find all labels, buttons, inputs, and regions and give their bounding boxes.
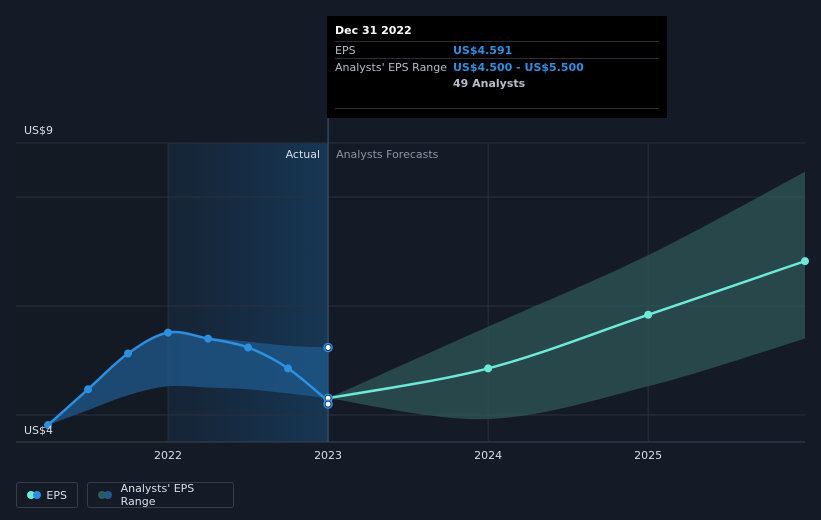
tooltip-panel: Dec 31 2022 EPS US$4.591 Analysts' EPS R… <box>327 16 667 118</box>
range-area-forecast <box>328 171 805 420</box>
x-tick-label-2025: 2025 <box>634 449 662 462</box>
eps-point-actual <box>124 349 133 358</box>
range-area-actual <box>48 331 329 426</box>
legend-eps[interactable]: EPS <box>16 482 78 508</box>
highlight-point-core <box>325 401 331 407</box>
tooltip-date: Dec 31 2022 <box>335 24 412 37</box>
tooltip-range-label: Analysts' EPS Range <box>335 61 448 74</box>
x-tick-label-2024: 2024 <box>474 449 502 462</box>
axis-text-layer: US$9 US$4 Actual Analysts Forecasts 2022 2023… <box>24 124 662 462</box>
x-tick-label-2022: 2022 <box>154 449 182 462</box>
range-legend-icon <box>98 491 113 499</box>
eps-point-actual <box>244 343 253 352</box>
range-area-layer <box>48 171 805 426</box>
actual-region-label: Actual <box>286 148 320 161</box>
tooltip-range-row: Analysts' EPS Range US$4.500 - US$5.500 <box>335 58 659 76</box>
eps-point-forecast <box>484 364 493 373</box>
tooltip-eps-value: US$4.591 <box>453 44 513 57</box>
eps-point-actual <box>44 421 52 430</box>
eps-point-actual <box>84 385 93 394</box>
grid-layer <box>16 118 805 443</box>
forecast-region-label: Analysts Forecasts <box>336 148 439 161</box>
eps-point-actual <box>284 364 293 373</box>
tooltip-analysts-count: 49 Analysts <box>453 77 526 90</box>
eps-line-forecast <box>327 259 806 400</box>
tooltip-analysts-row: 49 Analysts <box>335 75 659 92</box>
eps-point-forecast <box>801 257 809 266</box>
eps-point-actual <box>204 334 213 343</box>
eps-point-forecast <box>644 310 653 319</box>
x-tick-label-2023: 2023 <box>314 449 342 462</box>
eps-point-layer <box>44 257 809 430</box>
y-tick-label-bottom: US$4 <box>24 424 53 437</box>
tooltip-divider <box>335 108 659 109</box>
eps-point-actual <box>164 328 173 337</box>
eps-legend-icon <box>27 491 41 499</box>
legend-range-label: Analysts' EPS Range <box>120 482 195 508</box>
legend-range[interactable]: Analysts' EPS Range <box>87 482 234 508</box>
tooltip-range-value: US$4.500 - US$5.500 <box>453 61 584 74</box>
highlight-point-core <box>325 395 331 401</box>
actual-shaded-region <box>168 143 329 442</box>
y-tick-label-top: US$9 <box>24 124 53 137</box>
tooltip-eps-row: EPS US$4.591 <box>335 41 659 59</box>
highlight-point-core <box>325 345 331 351</box>
legend-eps-label: EPS <box>46 488 67 502</box>
tooltip-eps-label: EPS <box>335 44 356 57</box>
